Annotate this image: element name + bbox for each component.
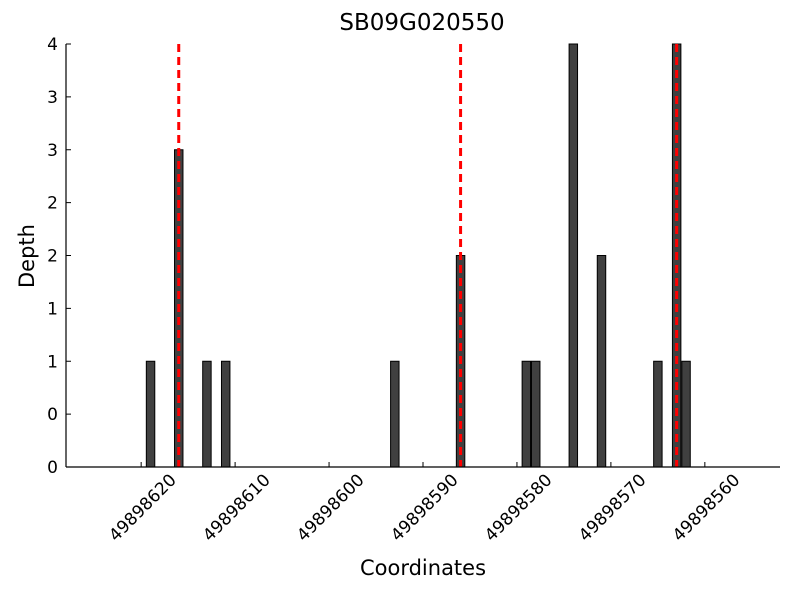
y-tick-label: 1 xyxy=(47,299,58,319)
x-axis-label: Coordinates xyxy=(360,556,486,580)
x-tick-label: 49898620 xyxy=(105,470,180,545)
bar xyxy=(202,360,212,468)
bar xyxy=(390,360,400,468)
bar xyxy=(681,360,691,468)
y-tick-label: 0 xyxy=(47,405,58,425)
y-tick-label: 2 xyxy=(47,194,58,214)
chart-title: SB09G020550 xyxy=(339,10,504,36)
x-tick-label: 49898600 xyxy=(293,470,368,545)
y-tick-label: 3 xyxy=(47,88,58,108)
y-tick-label: 1 xyxy=(47,352,58,372)
bar xyxy=(596,255,607,468)
x-tick-label: 49898570 xyxy=(575,470,650,545)
x-tick-label: 49898560 xyxy=(669,470,744,545)
x-tick-label: 49898590 xyxy=(387,470,462,545)
bar xyxy=(531,360,541,468)
y-axis-label: Depth xyxy=(15,224,39,288)
bar xyxy=(145,360,156,468)
y-tick-label: 2 xyxy=(47,247,58,267)
bar xyxy=(521,360,532,468)
bar xyxy=(220,360,231,468)
y-tick-label: 0 xyxy=(47,458,58,478)
y-tick-label: 4 xyxy=(47,35,58,55)
bar xyxy=(653,360,663,468)
x-tick-label: 49898580 xyxy=(481,470,556,545)
x-tick-label: 49898610 xyxy=(199,470,274,545)
bar xyxy=(568,43,579,468)
y-tick-label: 3 xyxy=(47,141,58,161)
